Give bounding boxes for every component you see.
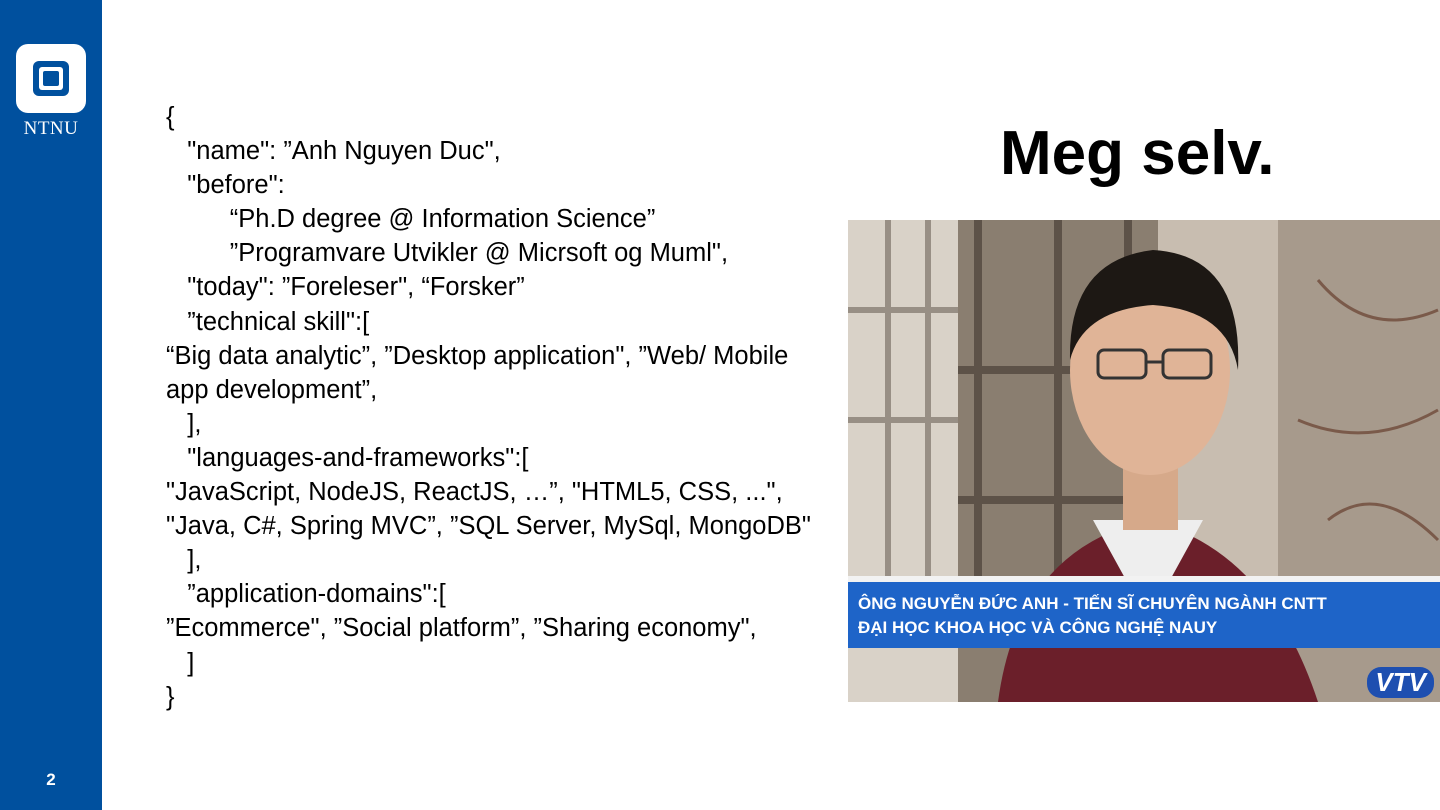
portrait-photo: ÔNG NGUYỄN ĐỨC ANH - TIẾN SĨ CHUYÊN NGÀN… xyxy=(848,220,1440,702)
code-block: { "name": ”Anh Nguyen Duc", "before": “P… xyxy=(166,100,836,714)
ticker-line-2: ĐẠI HỌC KHOA HỌC VÀ CÔNG NGHỆ NAUY xyxy=(858,618,1218,637)
vtv-logo-icon: VTV xyxy=(1367,667,1434,698)
code-line: "before": xyxy=(166,171,285,200)
slide-title: Meg selv. xyxy=(1000,119,1275,188)
code-line: } xyxy=(166,682,175,711)
code-line: ] xyxy=(166,648,195,677)
code-line: “Ph.D degree @ Information Science” xyxy=(166,205,656,234)
code-line: "today": ”Foreleser", “Forsker” xyxy=(166,273,525,302)
news-ticker: ÔNG NGUYỄN ĐỨC ANH - TIẾN SĨ CHUYÊN NGÀN… xyxy=(848,582,1440,648)
code-line: ], xyxy=(166,409,202,438)
ntnu-logo-icon xyxy=(16,44,86,113)
sidebar: NTNU 2 xyxy=(0,0,102,810)
code-line: ”application-domains":[ xyxy=(166,580,446,609)
page-number: 2 xyxy=(46,770,56,789)
code-line: "languages-and-frameworks":[ xyxy=(166,443,529,472)
ticker-line-1: ÔNG NGUYỄN ĐỨC ANH - TIẾN SĨ CHUYÊN NGÀN… xyxy=(858,594,1327,613)
code-line: "JavaScript, NodeJS, ReactJS, …”, "HTML5… xyxy=(166,478,811,541)
code-line: ”Programvare Utvikler @ Micrsoft og Muml… xyxy=(166,239,729,268)
code-line: "name": ”Anh Nguyen Duc", xyxy=(166,137,501,166)
code-line: ”technical skill":[ xyxy=(166,307,370,336)
code-line: “Big data analytic”, ”Desktop applicatio… xyxy=(166,341,789,404)
code-line: ”Ecommerce", ”Social platform”, ”Sharing… xyxy=(166,614,757,643)
code-line: { xyxy=(166,103,175,131)
logo-text: NTNU xyxy=(23,118,79,139)
code-line: ], xyxy=(166,546,202,575)
